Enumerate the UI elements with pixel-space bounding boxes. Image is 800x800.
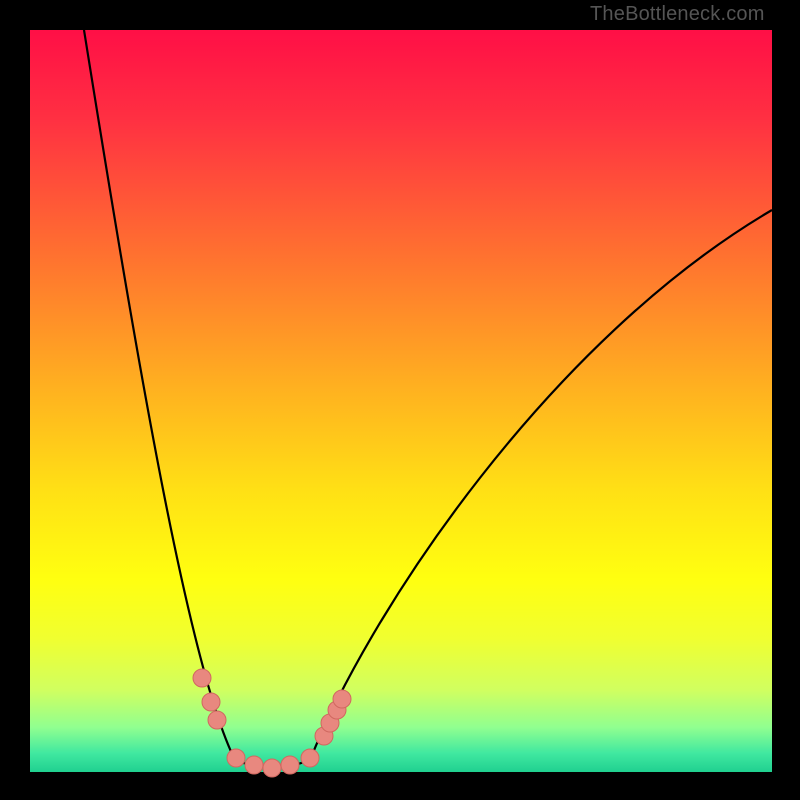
data-marker (193, 669, 211, 687)
data-marker (245, 756, 263, 774)
data-marker (227, 749, 245, 767)
data-marker (202, 693, 220, 711)
data-marker (333, 690, 351, 708)
data-marker (263, 759, 281, 777)
data-marker (208, 711, 226, 729)
data-marker (281, 756, 299, 774)
bottleneck-chart (0, 0, 800, 800)
data-marker (301, 749, 319, 767)
plot-background (30, 30, 772, 772)
